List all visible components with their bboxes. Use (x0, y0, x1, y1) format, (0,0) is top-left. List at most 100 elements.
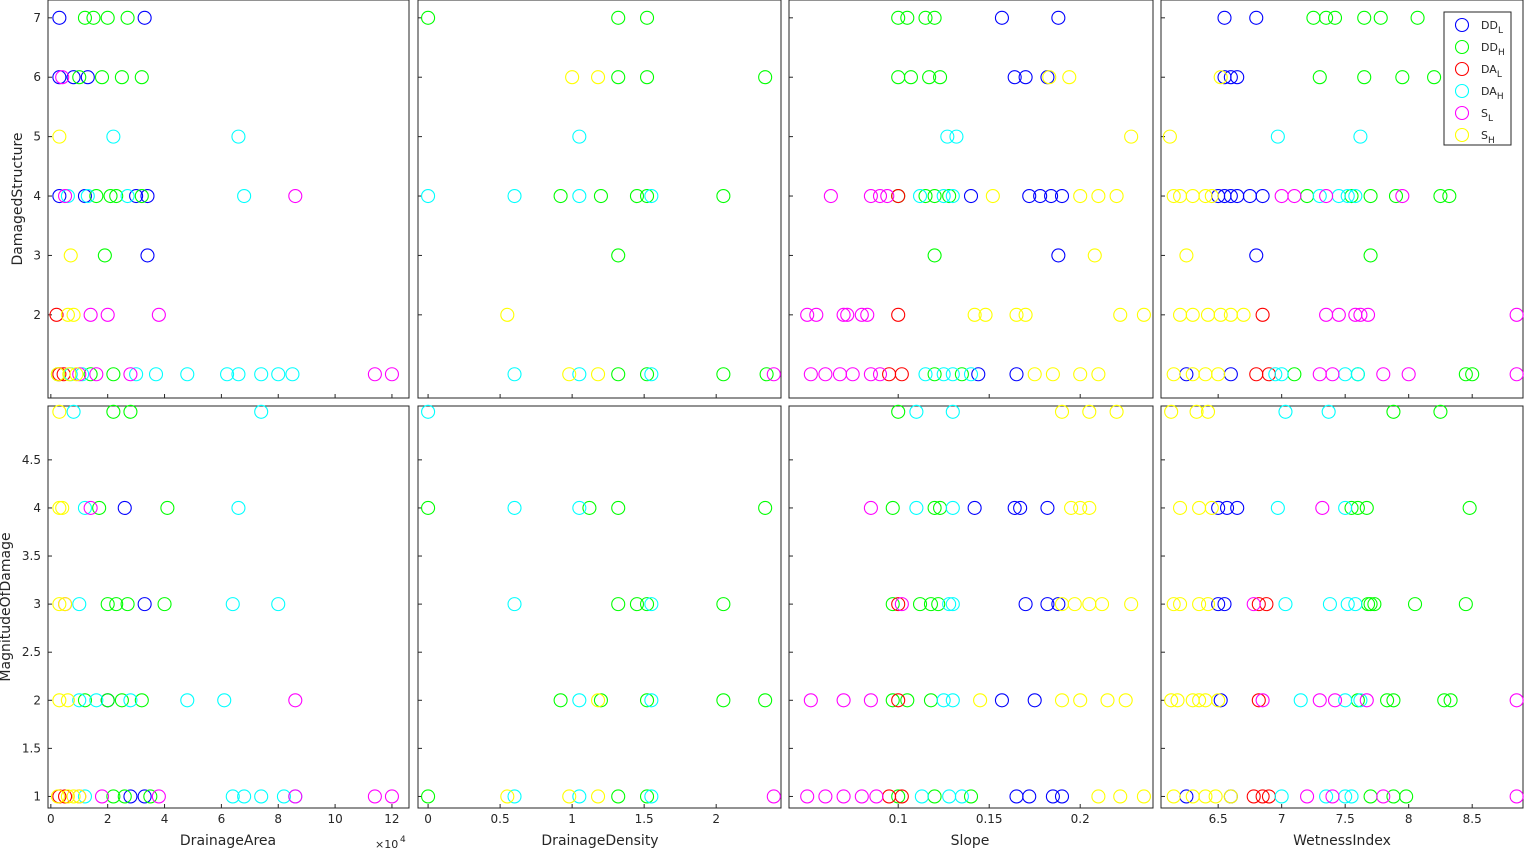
point-da-h (644, 367, 659, 382)
point-s-h (1136, 789, 1151, 804)
point-dd-h (639, 597, 655, 612)
point-dd-l (123, 789, 138, 804)
point-da-h (285, 367, 300, 382)
point-dd-h (421, 500, 436, 515)
point-s-h (1204, 500, 1219, 515)
point-s-h (1192, 597, 1207, 612)
point-dd-h (639, 70, 655, 85)
x-tick-label: 12 (384, 812, 399, 826)
point-da-h (945, 404, 960, 419)
point-da-h (572, 367, 587, 382)
point-s-h (1166, 789, 1181, 804)
point-s-h (1118, 693, 1133, 708)
point-da-h (89, 693, 104, 708)
y-tick-label: 5 (33, 130, 41, 144)
x-tick-label: 6 (218, 812, 226, 826)
point-dd-h (758, 500, 773, 515)
x-axis-label-wetness-index: WetnessIndex (1293, 833, 1391, 849)
point-s-l (58, 188, 73, 204)
point-dd-h (716, 597, 731, 612)
point-dd-l (1211, 500, 1226, 515)
point-s-h (1094, 597, 1110, 612)
point-dd-l (1054, 188, 1070, 204)
point-da-h (66, 404, 81, 419)
point-da-h (1274, 789, 1289, 804)
point-dd-h (593, 693, 608, 708)
point-s-l (854, 789, 869, 804)
x-tick-label: 8 (274, 812, 282, 826)
point-dd-h (1380, 693, 1395, 708)
point-da-h (80, 188, 95, 204)
point-s-l (1312, 693, 1327, 708)
legend-marker (1454, 17, 1470, 33)
point-s-h (562, 367, 577, 382)
point-dd-h (903, 70, 918, 85)
x-tick-label: 6.5 (1209, 812, 1228, 826)
point-dd-h (1407, 597, 1423, 612)
legend-label-sub: L (1498, 26, 1503, 36)
point-dd-h (1327, 10, 1343, 25)
point-dd-l (1051, 597, 1066, 612)
point-dd-h (593, 188, 608, 204)
point-s-l (1395, 188, 1410, 204)
point-da-l (894, 367, 909, 382)
point-dd-h (891, 404, 906, 419)
panel-frame (788, 0, 1154, 399)
point-s-l (800, 789, 815, 804)
point-s-l (1300, 789, 1315, 804)
point-dd-l (1051, 10, 1066, 25)
point-dd-h (106, 367, 121, 382)
legend-entry-dd-h: DDH (1454, 39, 1505, 58)
panel-frame (417, 0, 782, 399)
point-dd-h (900, 693, 915, 708)
point-s-h (1073, 188, 1088, 204)
point-dd-h (1410, 10, 1425, 25)
point-dd-l (1217, 597, 1232, 612)
point-dd-h (611, 10, 626, 25)
point-dd-l (77, 188, 93, 204)
point-s-h (1027, 367, 1042, 382)
point-s-h (1042, 70, 1057, 85)
x-tick-label: 2 (104, 812, 112, 826)
point-da-h (271, 367, 286, 382)
point-dd-h (106, 404, 121, 419)
point-s-l (1376, 367, 1391, 382)
point-s-h (591, 789, 606, 804)
point-da-h (77, 500, 93, 515)
point-dd-h (611, 367, 626, 382)
y-tick-label: 1.5 (22, 741, 41, 755)
point-da-h (945, 367, 960, 382)
point-da-h (72, 597, 87, 612)
point-s-h (1164, 404, 1179, 419)
point-da-h (220, 367, 235, 382)
point-dd-h (553, 188, 568, 204)
point-s-h (52, 693, 67, 708)
y-axis-label-bottom: MagnitudeOfDamage (0, 532, 14, 681)
point-s-l (1315, 500, 1330, 515)
point-da-h (963, 367, 979, 382)
y-tick-label: 2.5 (22, 645, 41, 659)
point-da-h (914, 789, 929, 804)
point-s-h (1062, 70, 1077, 85)
legend-label-base: S (1481, 129, 1488, 142)
point-s-h (1124, 129, 1139, 144)
legend-label-base: DD (1481, 41, 1498, 54)
point-s-h (52, 500, 67, 515)
legend-label: SH (1481, 129, 1495, 146)
point-s-h (1223, 789, 1238, 804)
point-dd-h (629, 597, 645, 612)
point-dd-l (967, 500, 982, 515)
point-dd-h (611, 597, 626, 612)
point-da-h (1319, 789, 1334, 804)
legend-entry-s-l: SL (1454, 105, 1493, 124)
x-tick-label: 1 (568, 812, 576, 826)
point-dd-h (963, 789, 979, 804)
point-s-h (1067, 597, 1082, 612)
point-da-h (936, 188, 951, 204)
point-s-h (50, 367, 65, 382)
point-da-l (58, 789, 73, 804)
point-da-h (254, 789, 269, 804)
point-dd-h (421, 789, 436, 804)
point-da-h (572, 129, 587, 144)
point-s-h (1166, 367, 1181, 382)
